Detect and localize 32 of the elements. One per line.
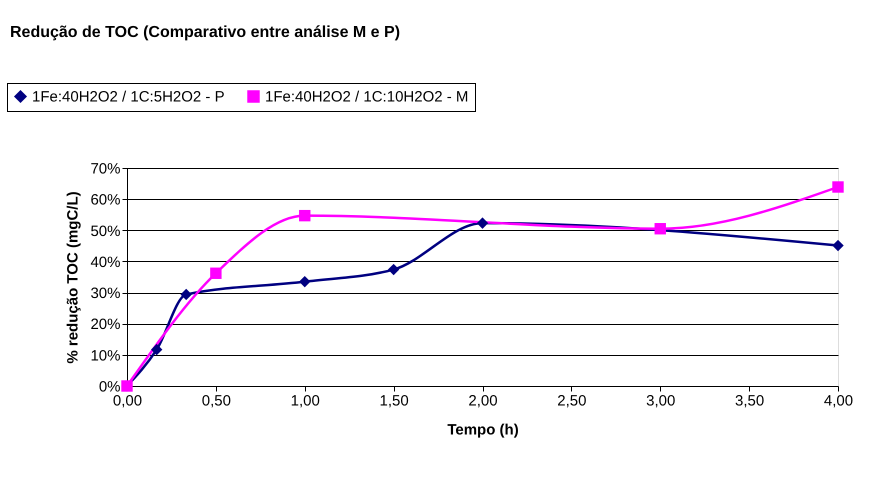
point	[180, 288, 192, 300]
y-tick-label: 20%	[90, 316, 120, 334]
x-tick-label: 3,50	[735, 392, 764, 410]
y-axis-title: % redução TOC (mgC/L)	[64, 191, 82, 364]
legend-label: 1Fe:40H2O2 / 1C:5H2O2 - P	[32, 88, 225, 106]
point	[476, 217, 488, 229]
point	[832, 181, 844, 193]
point	[388, 264, 400, 276]
chart-title: Redução de TOC (Comparativo entre análise M e P)	[10, 24, 400, 41]
x-tick-label: 1,50	[380, 392, 409, 410]
x-tick-label: 1,00	[290, 392, 320, 410]
legend-label: 1Fe:40H2O2 / 1C:10H2O2 - M	[265, 88, 468, 106]
x-tick-label: 2,00	[468, 392, 498, 410]
x-tick-label: 3,00	[646, 392, 676, 410]
point	[832, 240, 844, 252]
point	[299, 210, 310, 222]
point	[654, 223, 666, 234]
point	[150, 344, 162, 356]
y-tick-label: 70%	[90, 160, 120, 178]
x-tick-label: 2,50	[557, 392, 586, 410]
y-tick-label: 50%	[90, 222, 120, 240]
point	[299, 276, 310, 288]
x-tick-label: 0,50	[202, 392, 231, 410]
x-tick-label: 0,00	[112, 392, 142, 410]
point	[210, 268, 222, 279]
y-tick-label: 30%	[90, 285, 120, 302]
y-tick-label: 60%	[90, 192, 120, 209]
x-axis-title: Tempo (h)	[447, 422, 519, 438]
x-tick-label: 4,00	[824, 392, 854, 410]
y-tick-label: 0%	[98, 378, 120, 396]
y-tick-label: 10%	[90, 347, 120, 364]
y-tick-label: 40%	[90, 254, 120, 271]
